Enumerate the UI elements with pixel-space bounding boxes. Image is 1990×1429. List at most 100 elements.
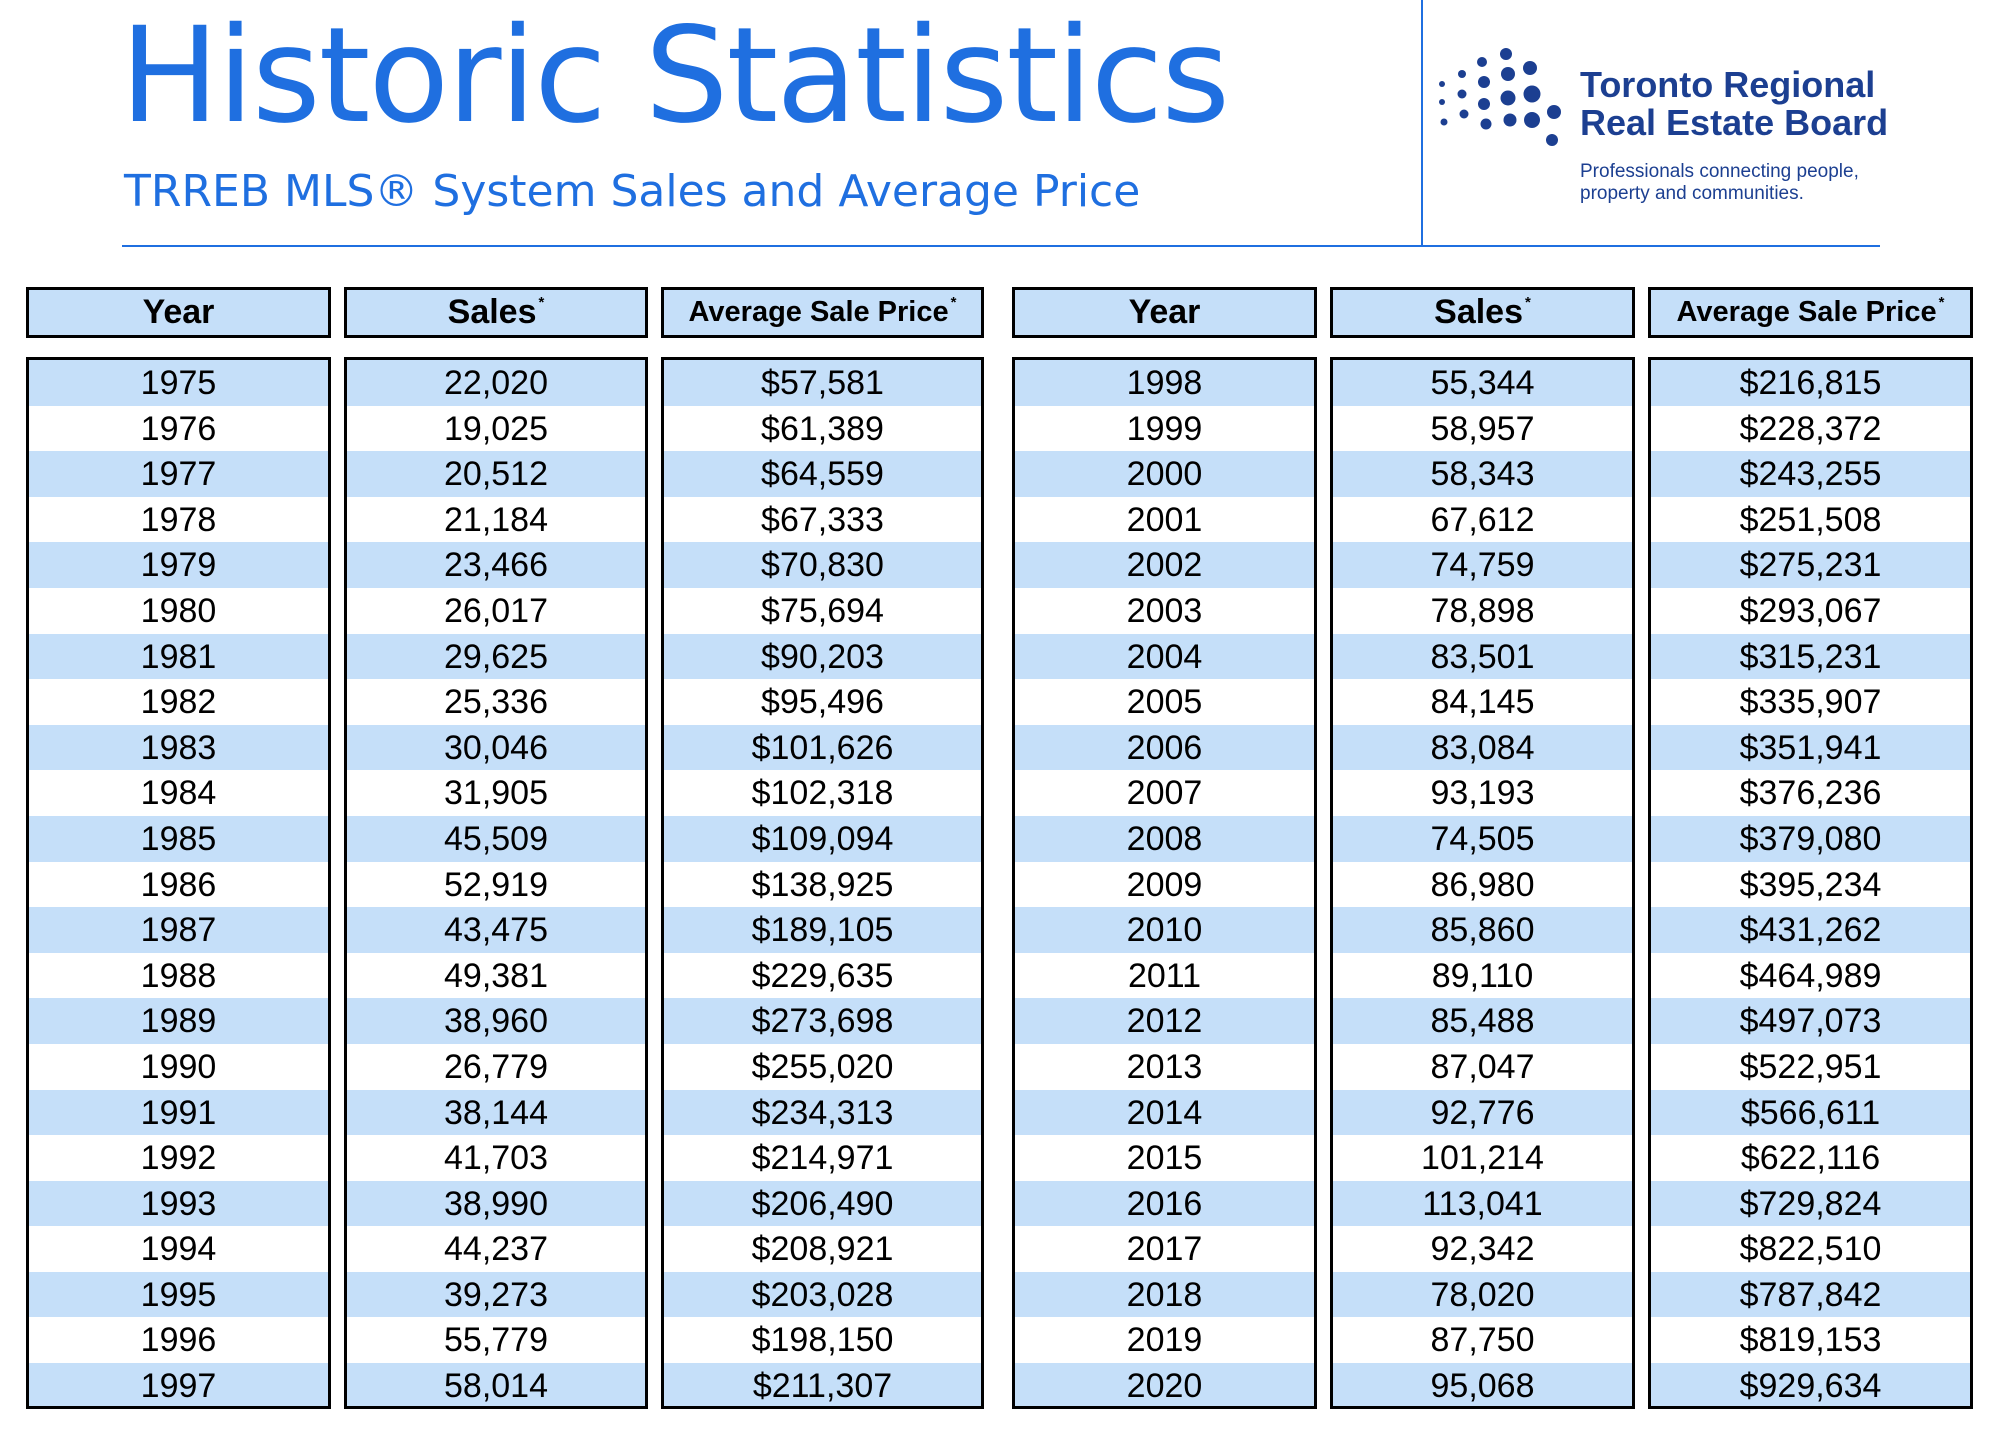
table-cell: 26,779 <box>444 1047 548 1086</box>
table-cell: 1997 <box>29 1363 328 1406</box>
table-cell: $255,020 <box>751 1047 894 1086</box>
table-cell: 2004 <box>1015 633 1314 680</box>
table-cell: 1980 <box>140 591 217 630</box>
table-cell: 1986 <box>140 865 217 904</box>
table-cell: $395,234 <box>1739 865 1882 904</box>
table-cell: $95,496 <box>761 683 884 722</box>
header-year-right: Year <box>1012 287 1317 338</box>
table-cell: 2020 <box>1015 1363 1314 1406</box>
table-cell: $234,313 <box>664 1089 981 1136</box>
table-cell: 30,046 <box>347 724 645 771</box>
logo-divider <box>1421 0 1423 247</box>
table-cell: 21,184 <box>444 500 548 539</box>
page-title: Historic Statistics <box>120 0 1230 153</box>
table-cell: 2019 <box>1126 1321 1203 1360</box>
table-cell: 38,990 <box>347 1180 645 1227</box>
table-cell: 1989 <box>29 998 328 1044</box>
table-cell: 2015 <box>1126 1139 1203 1178</box>
table-cell: 2009 <box>1126 865 1203 904</box>
table-cell: 78,898 <box>1430 591 1535 630</box>
table-cell: 2013 <box>1126 1047 1203 1086</box>
table-cell: $216,815 <box>1651 360 1970 406</box>
header-divider <box>122 245 1880 247</box>
logo-name-line2: Real Estate Board <box>1580 102 1889 143</box>
table-cell: $101,626 <box>664 724 981 771</box>
table-cell: 2000 <box>1015 451 1314 497</box>
table-cell: 83,501 <box>1333 633 1632 680</box>
table-cell: $70,830 <box>664 542 981 588</box>
table-cell: 1979 <box>29 542 328 588</box>
table-cell: 113,041 <box>1333 1180 1632 1227</box>
table-cell: 87,047 <box>1430 1047 1535 1086</box>
table-cell: 1984 <box>140 774 217 813</box>
table-cell: 1994 <box>140 1230 217 1269</box>
table-cell: 2011 <box>1127 956 1202 995</box>
table-cell: $64,559 <box>664 451 981 497</box>
table-cell: 1976 <box>140 409 217 448</box>
column-sales-right: 55,344 58,957 58,343 67,612 74,759 78,898 83,5… <box>1330 357 1635 1409</box>
table-cell: 26,017 <box>444 591 548 630</box>
header-price-left: Average Sale Price * <box>661 287 984 338</box>
table-cell: 55,344 <box>1333 360 1632 406</box>
table-cell: $351,941 <box>1651 724 1970 771</box>
table-cell: 38,144 <box>347 1089 645 1136</box>
table-cell: 58,343 <box>1333 451 1632 497</box>
table-cell: 2002 <box>1015 542 1314 588</box>
table-cell: $379,080 <box>1651 815 1970 862</box>
table-cell: 1990 <box>140 1047 217 1086</box>
table-cell: 74,759 <box>1333 542 1632 588</box>
table-cell: $243,255 <box>1651 451 1970 497</box>
table-cell: 85,488 <box>1333 998 1632 1044</box>
table-cell: 1995 <box>29 1271 328 1318</box>
logo-name-line1: Toronto Regional <box>1580 64 1876 105</box>
table-cell: $273,698 <box>664 998 981 1044</box>
header-year-left: Year <box>26 287 331 338</box>
table-cell: $102,318 <box>751 774 894 813</box>
table-cell: $497,073 <box>1651 998 1970 1044</box>
table-cell: $90,203 <box>664 633 981 680</box>
table-cell: 20,512 <box>347 451 645 497</box>
table-cell: 2005 <box>1126 683 1203 722</box>
page-subtitle: TRREB MLS® System Sales and Average Pric… <box>124 166 1141 217</box>
table-cell: 1977 <box>29 451 328 497</box>
table-cell: 2018 <box>1015 1271 1314 1318</box>
table-cell: 1987 <box>29 907 328 953</box>
table-cell: $929,634 <box>1651 1363 1970 1406</box>
column-price-left: $57,581 $61,389 $64,559 $67,333 $70,830 $75,6… <box>661 357 984 1409</box>
header-price-right: Average Sale Price * <box>1648 287 1973 338</box>
table-cell: 2017 <box>1126 1230 1203 1269</box>
table-cell: $138,925 <box>751 865 894 904</box>
trreb-logo-wordmark: Toronto Regional Real Estate Board <box>1580 66 1888 142</box>
table-cell: 29,625 <box>347 633 645 680</box>
table-cell: 22,020 <box>347 360 645 406</box>
table-cell: 49,381 <box>444 956 548 995</box>
table-cell: 44,237 <box>444 1230 548 1269</box>
table-cell: 2003 <box>1126 591 1203 630</box>
table-cell: $622,116 <box>1740 1139 1881 1178</box>
table-cell: 1975 <box>29 360 328 406</box>
table-cell: $787,842 <box>1651 1271 1970 1318</box>
table-cell: 25,336 <box>444 683 548 722</box>
table-cell: 1983 <box>29 724 328 771</box>
table-cell: 2010 <box>1015 907 1314 953</box>
table-cell: 2014 <box>1015 1089 1314 1136</box>
table-cell: $61,389 <box>761 409 884 448</box>
table-cell: 86,980 <box>1430 865 1535 904</box>
table-cell: $211,307 <box>664 1363 981 1406</box>
table-cell: $315,231 <box>1651 633 1970 680</box>
table-cell: $203,028 <box>664 1271 981 1318</box>
table-cell: 83,084 <box>1333 724 1632 771</box>
table-cell: $251,508 <box>1739 500 1882 539</box>
table-cell: 41,703 <box>444 1139 548 1178</box>
table-cell: 78,020 <box>1333 1271 1632 1318</box>
table-cell: 38,960 <box>347 998 645 1044</box>
table-cell: $67,333 <box>761 500 884 539</box>
column-year-right: 1998 1999 2000 2001 2002 2003 2004 2005 2006 2007… <box>1012 357 1317 1409</box>
table-cell: $335,907 <box>1739 683 1882 722</box>
table-cell: 1978 <box>140 500 217 539</box>
table-cell: 92,776 <box>1333 1089 1632 1136</box>
table-cell: $206,490 <box>664 1180 981 1227</box>
table-cell: $229,635 <box>751 956 894 995</box>
table-cell: $228,372 <box>1739 409 1882 448</box>
table-cell: 85,860 <box>1333 907 1632 953</box>
